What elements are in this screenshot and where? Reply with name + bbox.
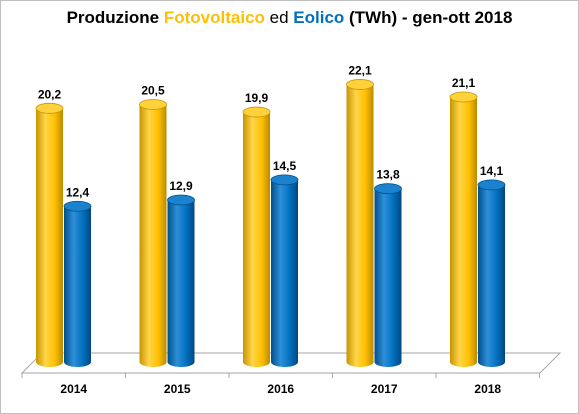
value-label-fotovoltaico-2015: 20,5: [141, 84, 165, 98]
category-label-2014: 2014: [60, 382, 87, 396]
value-label-fotovoltaico-2017: 22,1: [348, 63, 372, 77]
value-label-fotovoltaico-2018: 21,1: [452, 76, 476, 90]
value-label-fotovoltaico-2016: 19,9: [245, 91, 269, 105]
bar-fotovoltaico-2014: [35, 102, 64, 367]
value-label-eolico-2017: 13,8: [376, 168, 400, 182]
bar-eolico-2016: [270, 174, 299, 367]
category-ticks: [21, 373, 540, 378]
title-part-eolico: Eolico: [293, 8, 345, 27]
category-labels: 2014 2015 2016 2017 2018: [60, 382, 501, 396]
value-labels: 20,2 12,4 20,5 12,9 19,9 14,5 22,1 13,8 21,1 14,1: [38, 63, 504, 199]
category-label-2017: 2017: [371, 382, 398, 396]
chart-title: Produzione Fotovoltaico ed Eolico (TWh) …: [0, 8, 579, 28]
value-label-eolico-2018: 14,1: [480, 164, 504, 178]
category-label-2018: 2018: [474, 382, 501, 396]
bar-fotovoltaico-2015: [139, 99, 167, 368]
value-label-eolico-2014: 12,4: [66, 185, 90, 199]
bar-fotovoltaico-2018: [449, 91, 478, 367]
bar-fotovoltaico-2016: [242, 106, 271, 367]
bars-layer: [35, 79, 506, 368]
bar-eolico-2015: [167, 194, 195, 367]
category-label-2015: 2015: [164, 382, 191, 396]
title-part-fotovoltaico: Fotovoltaico: [163, 8, 265, 27]
title-part-1: Produzione: [66, 8, 164, 27]
bar-eolico-2018: [477, 179, 506, 367]
value-label-eolico-2015: 12,9: [169, 179, 193, 193]
bar-fotovoltaico-2017: [346, 79, 374, 367]
bar-eolico-2017: [374, 183, 402, 367]
value-label-fotovoltaico-2014: 20,2: [38, 87, 62, 101]
title-part-ed: ed: [264, 8, 294, 27]
title-part-5: (TWh) - gen-ott 2018: [344, 8, 513, 27]
bar-eolico-2014: [63, 200, 92, 367]
value-label-eolico-2016: 14,5: [273, 159, 297, 173]
category-label-2016: 2016: [267, 382, 294, 396]
